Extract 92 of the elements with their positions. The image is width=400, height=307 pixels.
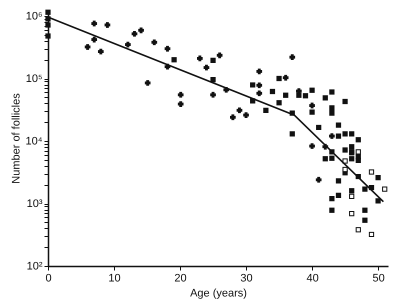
point bbox=[329, 156, 335, 161]
point bbox=[164, 46, 170, 52]
x-tick-label: 20 bbox=[174, 272, 187, 284]
point bbox=[356, 137, 361, 142]
point bbox=[276, 76, 282, 82]
point bbox=[132, 30, 138, 37]
point bbox=[197, 56, 203, 62]
x-tick-label: 0 bbox=[45, 272, 52, 284]
point bbox=[362, 186, 368, 192]
point bbox=[256, 90, 262, 96]
point bbox=[263, 108, 268, 113]
point bbox=[204, 64, 210, 70]
x-axis-title: Age (years) bbox=[190, 288, 247, 300]
point bbox=[356, 149, 361, 155]
point bbox=[171, 57, 177, 62]
point bbox=[362, 218, 368, 223]
point bbox=[283, 92, 288, 98]
x-tick-label: 50 bbox=[372, 272, 385, 284]
point bbox=[349, 194, 354, 200]
point bbox=[138, 28, 144, 34]
point bbox=[316, 124, 322, 130]
point bbox=[290, 131, 295, 137]
point bbox=[91, 36, 98, 42]
point bbox=[178, 92, 184, 98]
point bbox=[296, 92, 302, 98]
point bbox=[329, 105, 335, 110]
point bbox=[342, 147, 348, 153]
point bbox=[151, 39, 158, 46]
point bbox=[336, 122, 342, 128]
point bbox=[309, 110, 315, 115]
point bbox=[329, 196, 335, 202]
point bbox=[349, 188, 354, 194]
point bbox=[289, 54, 296, 60]
y-tick-label: 10⁶ bbox=[26, 10, 42, 23]
point bbox=[368, 232, 374, 238]
x-tick-label: 10 bbox=[108, 272, 121, 284]
point bbox=[349, 210, 354, 216]
point bbox=[342, 166, 348, 172]
point bbox=[210, 92, 216, 98]
point bbox=[349, 131, 354, 137]
point bbox=[210, 77, 216, 82]
point bbox=[104, 22, 110, 28]
point bbox=[329, 89, 335, 95]
x-tick-label: 40 bbox=[306, 272, 319, 284]
point bbox=[309, 102, 315, 108]
point bbox=[91, 20, 98, 26]
point bbox=[349, 156, 354, 162]
point bbox=[98, 48, 104, 54]
point bbox=[270, 88, 276, 94]
y-tick-label: 10³ bbox=[26, 198, 43, 210]
point bbox=[45, 22, 51, 28]
point bbox=[316, 176, 322, 183]
point bbox=[276, 100, 282, 106]
x-tick-label: 30 bbox=[240, 272, 253, 284]
point bbox=[236, 107, 242, 114]
point bbox=[368, 169, 374, 175]
point bbox=[329, 110, 335, 116]
point bbox=[250, 82, 256, 88]
y-axis-title: Number of follicles bbox=[10, 92, 23, 184]
point bbox=[382, 186, 388, 192]
point bbox=[243, 112, 249, 118]
point bbox=[256, 68, 262, 74]
point bbox=[302, 93, 308, 98]
point bbox=[356, 227, 361, 232]
point bbox=[329, 208, 335, 213]
point bbox=[45, 33, 51, 39]
point bbox=[144, 80, 151, 86]
point bbox=[356, 158, 361, 164]
y-tick-label: 10⁴ bbox=[26, 136, 43, 148]
point bbox=[322, 95, 328, 101]
point bbox=[375, 174, 381, 180]
y-tick-label: 10² bbox=[26, 260, 43, 272]
point bbox=[178, 101, 184, 107]
point bbox=[342, 131, 348, 137]
point bbox=[282, 74, 289, 81]
point bbox=[230, 114, 236, 120]
point bbox=[256, 82, 262, 88]
point bbox=[349, 144, 354, 150]
point bbox=[84, 44, 90, 50]
point bbox=[309, 88, 315, 93]
point bbox=[336, 192, 342, 198]
point bbox=[336, 133, 342, 139]
point bbox=[329, 133, 335, 139]
point bbox=[336, 178, 342, 184]
point bbox=[362, 208, 368, 213]
y-tick-label: 10⁵ bbox=[26, 73, 42, 86]
point bbox=[216, 52, 222, 58]
point bbox=[309, 143, 315, 149]
point bbox=[322, 156, 328, 162]
point bbox=[210, 58, 216, 64]
point bbox=[342, 98, 348, 104]
point bbox=[125, 42, 131, 48]
